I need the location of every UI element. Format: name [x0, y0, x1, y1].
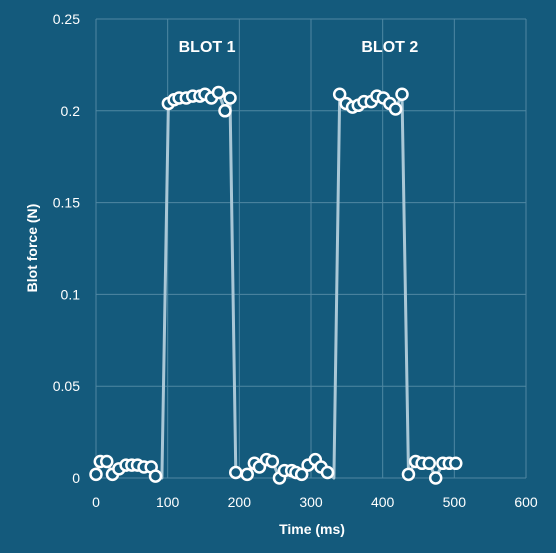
data-point: [401, 467, 416, 482]
y-tick-label: 0.25: [53, 11, 80, 27]
data-point: [422, 456, 436, 471]
data-point: [229, 465, 243, 480]
y-tick-label: 0.15: [53, 195, 80, 211]
x-tick-label: 0: [92, 494, 100, 510]
data-point: [240, 467, 254, 482]
x-tick-label: 600: [514, 494, 538, 510]
data-point: [320, 465, 335, 480]
grid-lines: [95, 18, 527, 479]
data-point: [211, 85, 226, 100]
y-tick-label: 0: [72, 470, 80, 486]
y-tick-label: 0.05: [53, 378, 80, 394]
y-axis-tick-labels: 0 0.05 0.1 0.15 0.2 0.25: [53, 11, 80, 486]
data-point: [218, 104, 232, 118]
data-point: [449, 456, 463, 471]
data-point: [428, 471, 443, 485]
x-tick-label: 200: [228, 494, 252, 510]
data-point: [223, 91, 237, 105]
data-point: [294, 467, 309, 482]
x-axis-title: Time (ms): [279, 521, 345, 537]
data-point: [395, 87, 409, 102]
x-tick-label: 500: [443, 494, 467, 510]
data-point: [265, 454, 280, 469]
x-tick-label: 100: [156, 494, 180, 510]
data-point: [388, 102, 403, 116]
annotation-label: BLOT 2: [361, 39, 418, 56]
data-point: [148, 469, 163, 483]
annotation-label: BLOT 1: [179, 39, 236, 56]
y-tick-label: 0.1: [61, 286, 81, 302]
y-tick-label: 0.2: [61, 103, 81, 119]
data-point: [332, 87, 347, 102]
series-group: [89, 85, 463, 485]
y-axis-title: Blot force (N): [24, 204, 40, 293]
data-point: [89, 467, 103, 482]
x-tick-label: 300: [299, 494, 323, 510]
data-point: [100, 454, 114, 469]
annotations: BLOT 1 BLOT 2: [179, 39, 419, 56]
x-tick-label: 400: [371, 494, 395, 510]
x-axis-tick-labels: 0 100 200 300 400 500 600: [92, 494, 538, 510]
